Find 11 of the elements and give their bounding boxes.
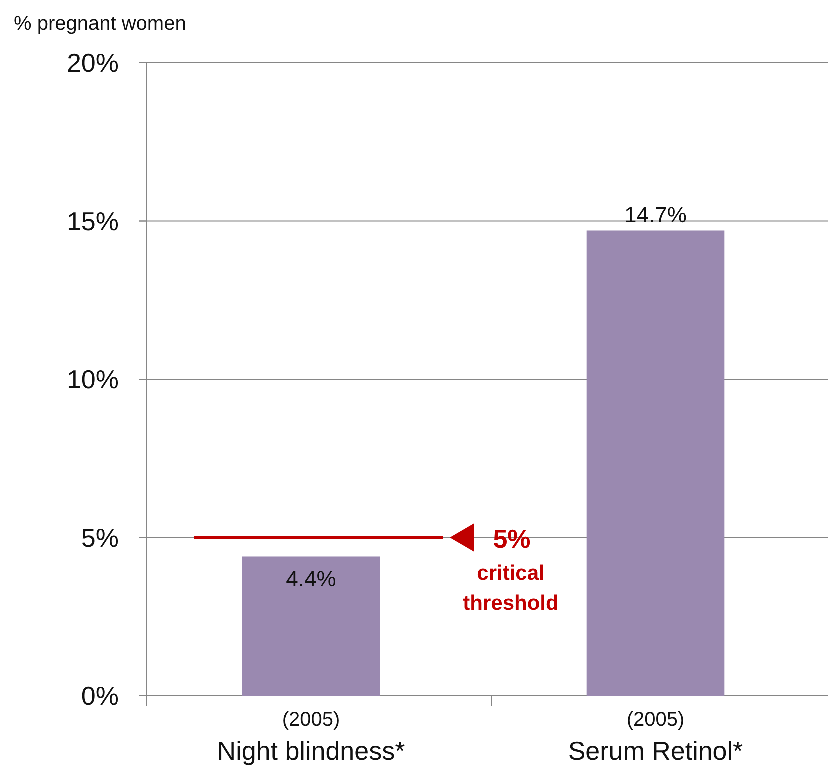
x-tick-label: (2005) Night blindness* <box>217 709 406 766</box>
x-tick-label: (2005) Serum Retinol* <box>568 709 744 766</box>
data-label: 4.4% <box>286 566 336 592</box>
legend-label: 5% critical threshold <box>463 524 559 615</box>
y-tick-label: 20% <box>66 48 119 78</box>
y-tick-label: 5% <box>81 522 119 553</box>
y-tick-label: 10% <box>66 364 119 394</box>
data-label: 14.7% <box>624 202 687 228</box>
y-tick-label: 0% <box>81 681 119 711</box>
y-axis-title: % pregnant women <box>14 13 186 35</box>
y-tick-label: 15% <box>66 206 119 236</box>
